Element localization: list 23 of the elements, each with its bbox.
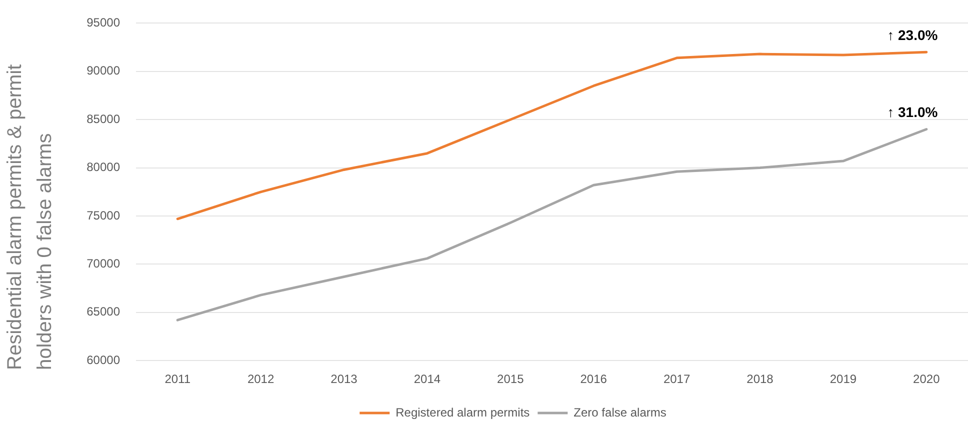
x-tick-label: 2017	[663, 372, 690, 386]
y-tick-label: 65000	[86, 304, 120, 319]
x-tick-label: 2013	[330, 372, 358, 386]
legend-label: Registered alarm permits	[396, 405, 530, 420]
x-tick-label: 2016	[580, 372, 608, 386]
x-tick-label: 2014	[414, 372, 441, 386]
x-tick-label: 2020	[913, 372, 940, 386]
y-axis-title: Residential alarm permits & permit holders with 0 false alarms	[3, 63, 57, 370]
y-tick-label: 85000	[86, 112, 120, 126]
x-tick-label: 2018	[746, 372, 774, 386]
x-tick-label: 2011	[164, 372, 191, 386]
y-tick-label: 90000	[86, 64, 120, 78]
x-tick-label: 2012	[247, 372, 274, 386]
x-tick-label: 2015	[497, 372, 524, 386]
y-tick-label: 75000	[86, 208, 120, 222]
legend-label: Zero false alarms	[574, 405, 666, 420]
y-tick-label: 95000	[86, 16, 120, 30]
x-tick-label: 2019	[830, 372, 857, 386]
y-tick-label: 80000	[86, 160, 120, 174]
annotation: ↑ 23.0%	[887, 26, 938, 43]
y-tick-label: 70000	[86, 256, 120, 271]
y-tick-label: 60000	[86, 352, 120, 367]
annotation: ↑ 31.0%	[887, 104, 938, 120]
